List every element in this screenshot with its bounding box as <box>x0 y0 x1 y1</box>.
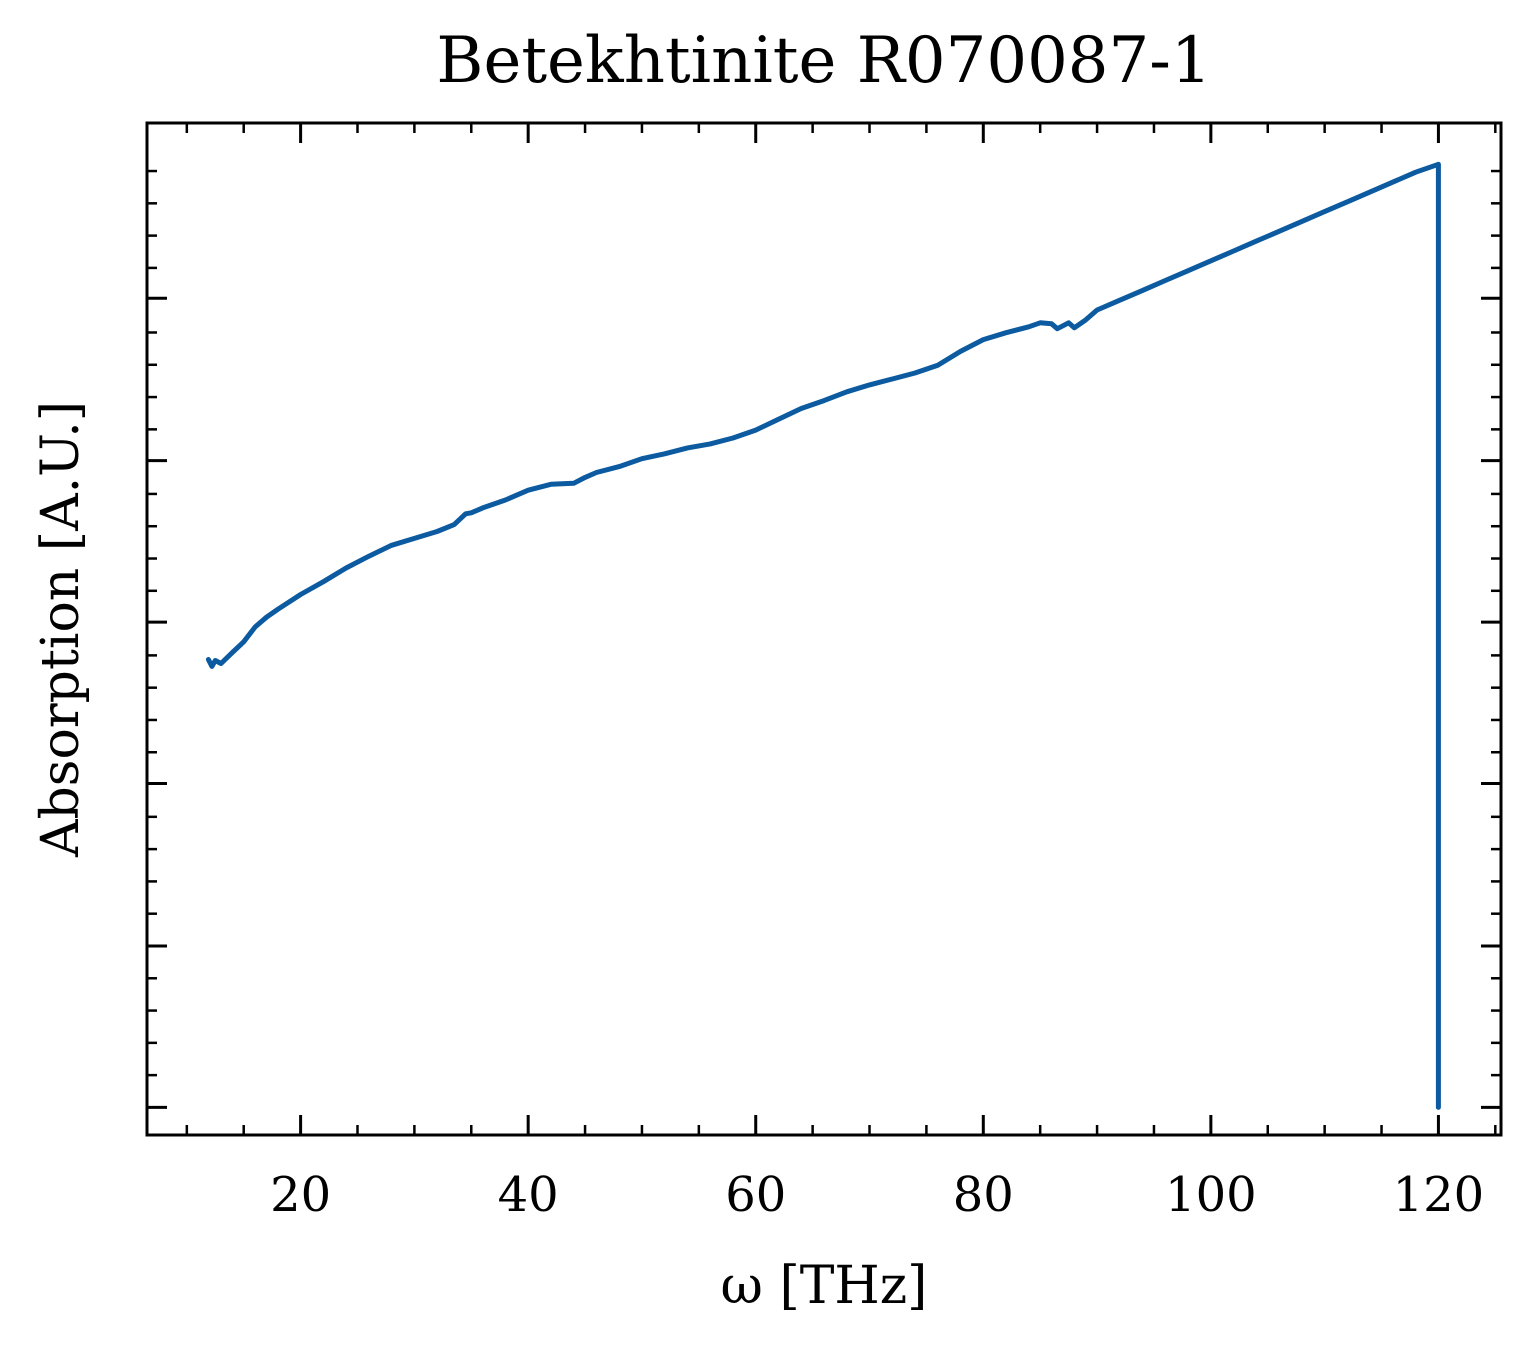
ticks-layer: 20 40 60 80 100 120 <box>147 123 1501 1223</box>
y-axis-label: Absorption [A.U.] <box>31 401 91 858</box>
x-tick-label: 80 <box>953 1167 1014 1223</box>
x-tick-label: 20 <box>270 1167 331 1223</box>
plot-layer <box>205 161 1441 1110</box>
x-tick-label: 60 <box>725 1167 786 1223</box>
x-axis-label: ω [THz] <box>721 1256 928 1316</box>
x-tick-label: 100 <box>1165 1167 1257 1223</box>
x-tick-label: 40 <box>498 1167 559 1223</box>
series-line-0 <box>205 161 1441 1110</box>
chart-title: Betekhtinite R070087-1 <box>436 24 1211 98</box>
x-tick-label: 120 <box>1393 1167 1485 1223</box>
plot-frame <box>145 121 1503 1137</box>
